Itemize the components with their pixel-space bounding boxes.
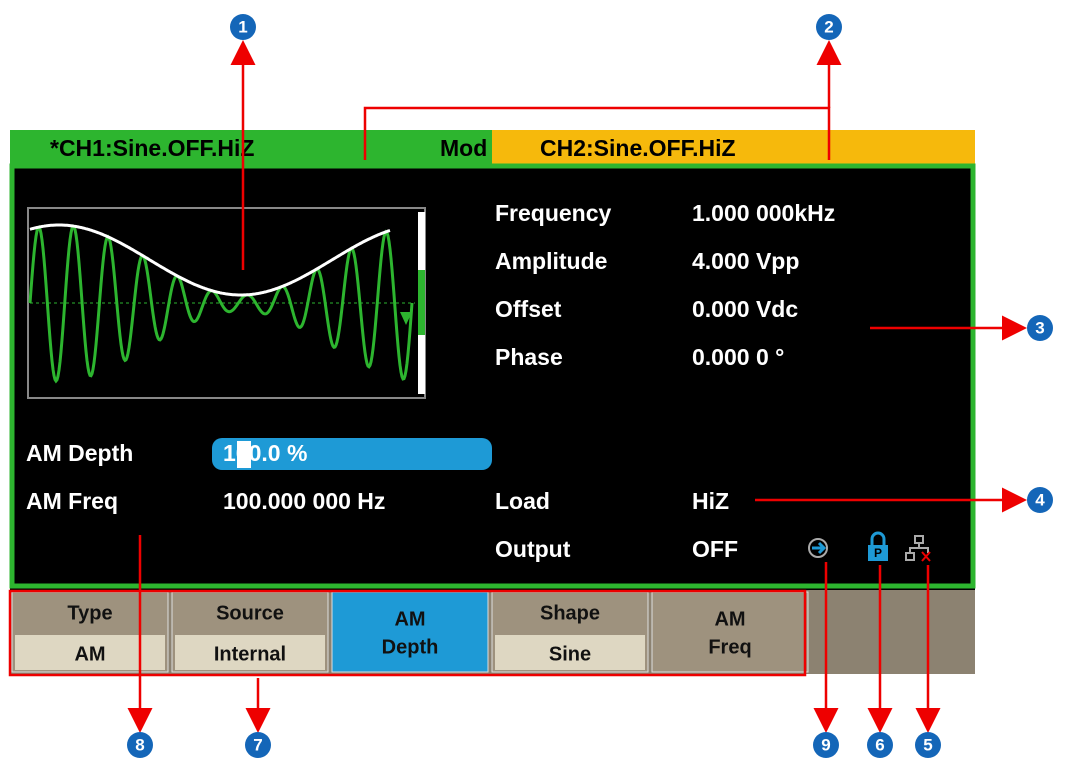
ch2-tab[interactable] (492, 130, 975, 166)
param-label: Phase (495, 344, 563, 370)
param-value[interactable]: 1.000 000kHz (692, 200, 835, 226)
mod-value[interactable]: 100.0 % (223, 440, 307, 466)
callout-lines (8, 40, 1027, 733)
softkey-label: AM (714, 608, 745, 630)
softkey-label: AM (394, 608, 425, 630)
envelope (29, 223, 391, 297)
param-value[interactable]: 4.000 Vpp (692, 248, 799, 274)
softkey-label: Type (67, 602, 112, 624)
callout-number: 9 (821, 735, 830, 754)
callout-number: 3 (1035, 318, 1044, 337)
mod-value[interactable]: 100.000 000 Hz (223, 488, 385, 514)
depth-field[interactable] (212, 438, 492, 470)
softkey[interactable] (331, 591, 489, 673)
callout-number: 8 (135, 735, 144, 754)
callout-circle (245, 732, 271, 758)
param-label: Amplitude (495, 248, 607, 274)
ch1-label: *CH1:Sine.OFF.HiZ (50, 135, 254, 161)
output-label: Load (495, 488, 550, 514)
cursor (237, 441, 251, 468)
callout-circle (1027, 487, 1053, 513)
softkey-label: Source (216, 602, 284, 624)
trigger-marker (400, 312, 412, 325)
softkey-value: Internal (214, 643, 286, 665)
softkey[interactable] (651, 591, 809, 673)
softkey-value: AM (74, 643, 105, 665)
softkey-value: Freq (708, 636, 751, 658)
screen-border (9, 163, 976, 589)
svg-text:P: P (874, 546, 882, 560)
callout-circle (816, 14, 842, 40)
ch1-tab[interactable] (10, 130, 492, 166)
callout-number: 4 (1035, 490, 1045, 509)
softkey-value: Depth (382, 636, 439, 658)
am-wave (28, 224, 414, 384)
callout-number: 1 (238, 17, 247, 36)
softkey-value-bg (175, 635, 325, 670)
softkey-label: Shape (540, 602, 600, 624)
param-label: Frequency (495, 200, 612, 226)
callout-circle (1027, 315, 1053, 341)
callout-number: 7 (253, 735, 262, 754)
param-label: Offset (495, 296, 562, 322)
param-value[interactable]: 0.000 0 ° (692, 344, 784, 370)
output-label: Output (495, 536, 571, 562)
softkey-value: Sine (549, 643, 591, 665)
callout-circle (813, 732, 839, 758)
callout-number: 5 (923, 735, 932, 754)
callout-circle (915, 732, 941, 758)
mod-label: Mod (440, 135, 487, 161)
callout-circle (230, 14, 256, 40)
callout-number: 2 (824, 17, 833, 36)
callout-circle (867, 732, 893, 758)
callout-number: 6 (875, 735, 884, 754)
mod-label: AM Freq (26, 488, 118, 514)
scroll-thumb (418, 270, 425, 335)
output-value[interactable]: HiZ (692, 488, 729, 514)
output-value[interactable]: OFF (692, 536, 738, 562)
softkey-value-bg (495, 635, 645, 670)
status-icons: P (808, 531, 931, 562)
ch2-label: CH2:Sine.OFF.HiZ (540, 135, 736, 161)
callout-circle (127, 732, 153, 758)
param-value[interactable]: 0.000 Vdc (692, 296, 798, 322)
mod-label: AM Depth (26, 440, 133, 466)
